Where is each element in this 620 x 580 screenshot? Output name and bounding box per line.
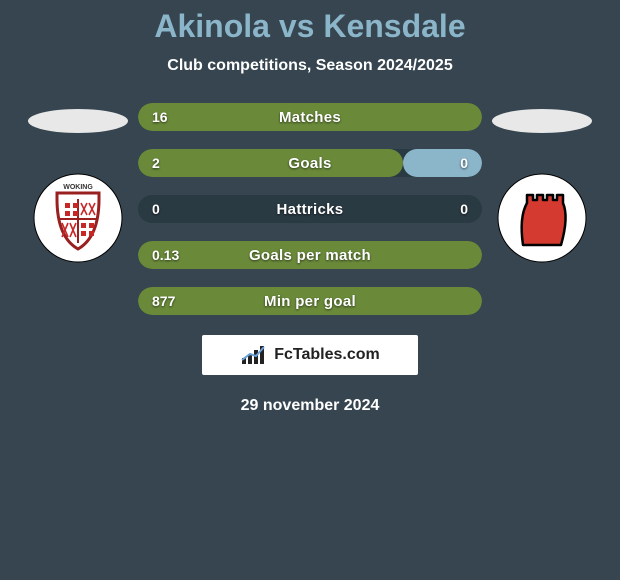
stats-column: 16Matches 20Goals 00Hattricks 0.13Goals per… (138, 103, 482, 315)
comparison-card: Akinola vs Kensdale Club competitions, S… (0, 0, 620, 415)
stat-label: Min per goal (138, 287, 482, 315)
main-row: WOKING 16Matches 20Goals 00Hattricks 0.13Go… (0, 103, 620, 315)
shield-crest-icon: WOKING (29, 173, 127, 263)
right-player-marker (492, 109, 592, 133)
stat-label: Goals (138, 149, 482, 177)
bar-chart-icon (240, 344, 268, 366)
left-player-marker (28, 109, 128, 133)
stat-bar: 20Goals (138, 149, 482, 177)
stat-label: Goals per match (138, 241, 482, 269)
stat-bar: 16Matches (138, 103, 482, 131)
right-club-crest (493, 173, 591, 263)
snapshot-date: 29 november 2024 (0, 397, 620, 415)
brand-badge[interactable]: FcTables.com (202, 335, 418, 375)
brand-text: FcTables.com (274, 346, 380, 364)
right-player-col (482, 103, 602, 263)
subtitle: Club competitions, Season 2024/2025 (0, 57, 620, 75)
stat-bar: 0.13Goals per match (138, 241, 482, 269)
tower-crest-icon (493, 173, 591, 263)
stat-label: Hattricks (138, 195, 482, 223)
left-player-col: WOKING (18, 103, 138, 263)
stat-bar: 00Hattricks (138, 195, 482, 223)
stat-label: Matches (138, 103, 482, 131)
svg-text:WOKING: WOKING (63, 184, 93, 191)
left-club-crest: WOKING (29, 173, 127, 263)
page-title: Akinola vs Kensdale (0, 8, 620, 45)
stat-bar: 877Min per goal (138, 287, 482, 315)
